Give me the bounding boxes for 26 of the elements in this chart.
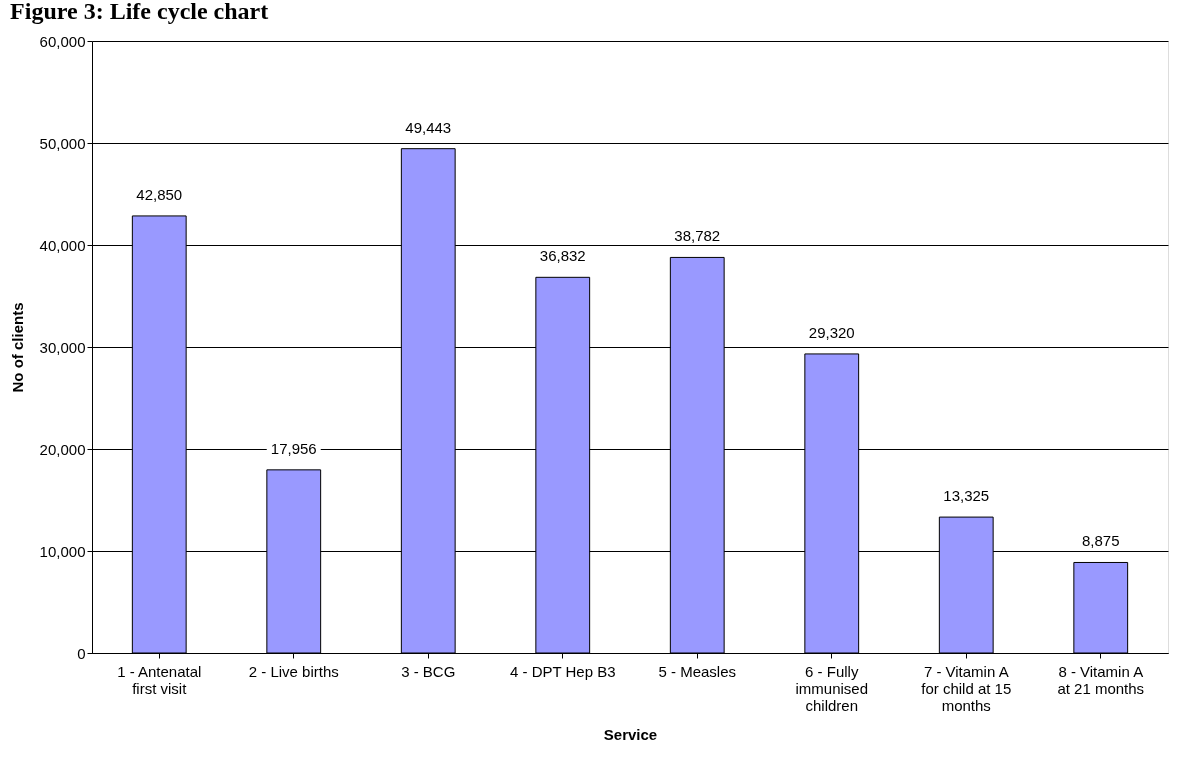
y-tick-label: 10,000: [39, 542, 86, 560]
x-tick-label: 1 - Antenatal first visit: [117, 662, 202, 697]
data-label: 29,320: [808, 323, 855, 341]
y-tick-label: 50,000: [39, 134, 86, 152]
x-tick-label: 6 - Fully immunised children: [795, 662, 869, 714]
data-label: 13,325: [943, 487, 990, 505]
data-label: 8,875: [1081, 532, 1120, 550]
y-tick-label: 20,000: [39, 440, 86, 458]
data-label: 36,832: [539, 247, 586, 265]
y-tick-label: 0: [77, 644, 86, 662]
data-label: 17,956: [270, 439, 317, 457]
x-tick-label: 2 - Live births: [248, 662, 339, 680]
data-label: 42,850: [136, 185, 183, 203]
x-tick-label: 3 - BCG: [401, 662, 456, 680]
x-tick-label: 4 - DPT Hep B3: [509, 662, 616, 680]
y-tick-label: 40,000: [39, 236, 86, 254]
y-tick-label: 30,000: [39, 338, 86, 356]
y-axis-title: No of clients: [8, 302, 26, 393]
data-label: 49,443: [405, 118, 452, 136]
x-tick-label: 8 - Vitamin A at 21 months: [1057, 662, 1145, 697]
y-tick-label: 60,000: [39, 32, 86, 50]
x-axis-title: Service: [603, 725, 658, 743]
chart-title: Figure 3: Life cycle chart: [10, 0, 269, 24]
x-tick-label: 5 - Measles: [658, 662, 737, 680]
x-tick-label: 7 - Vitamin A for child at 15 months: [921, 662, 1012, 714]
data-label: 38,782: [674, 227, 721, 245]
